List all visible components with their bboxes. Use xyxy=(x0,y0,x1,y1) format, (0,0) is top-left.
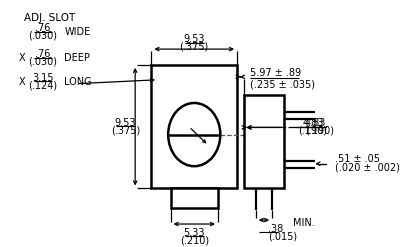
Text: ADJ. SLOT: ADJ. SLOT xyxy=(24,13,75,22)
Text: .76: .76 xyxy=(35,49,51,59)
Bar xyxy=(152,65,237,188)
Text: 5.97 ± .89: 5.97 ± .89 xyxy=(250,68,301,78)
Text: (.210): (.210) xyxy=(180,235,209,245)
Text: (.030): (.030) xyxy=(28,31,58,41)
Text: X: X xyxy=(19,53,25,63)
Text: 4.83: 4.83 xyxy=(305,119,326,128)
Text: (.030): (.030) xyxy=(28,57,58,66)
Text: (.190): (.190) xyxy=(298,126,327,136)
Text: X: X xyxy=(19,77,25,87)
Text: (.124): (.124) xyxy=(28,80,58,90)
Text: 5.33: 5.33 xyxy=(184,228,205,238)
Text: (.235 ± .035): (.235 ± .035) xyxy=(250,80,315,90)
Text: 9.53: 9.53 xyxy=(115,118,136,128)
Bar xyxy=(244,95,284,188)
Text: (.020 ± .002): (.020 ± .002) xyxy=(335,163,400,173)
Text: LONG: LONG xyxy=(64,77,92,87)
Text: .51 ± .05: .51 ± .05 xyxy=(335,154,380,164)
Text: (.375): (.375) xyxy=(180,42,209,52)
Text: DEEP: DEEP xyxy=(64,53,90,63)
Text: 3.15: 3.15 xyxy=(32,73,54,83)
Text: (.015): (.015) xyxy=(268,231,297,241)
Text: .38: .38 xyxy=(268,224,283,234)
Text: (.190): (.190) xyxy=(305,126,334,136)
Bar xyxy=(171,188,218,208)
Text: 9.53: 9.53 xyxy=(184,34,205,44)
Text: (.375): (.375) xyxy=(111,125,140,135)
Text: MIN.: MIN. xyxy=(293,218,315,228)
Text: .76: .76 xyxy=(35,23,51,33)
Text: WIDE: WIDE xyxy=(64,27,90,37)
Text: 4.83: 4.83 xyxy=(302,119,324,128)
